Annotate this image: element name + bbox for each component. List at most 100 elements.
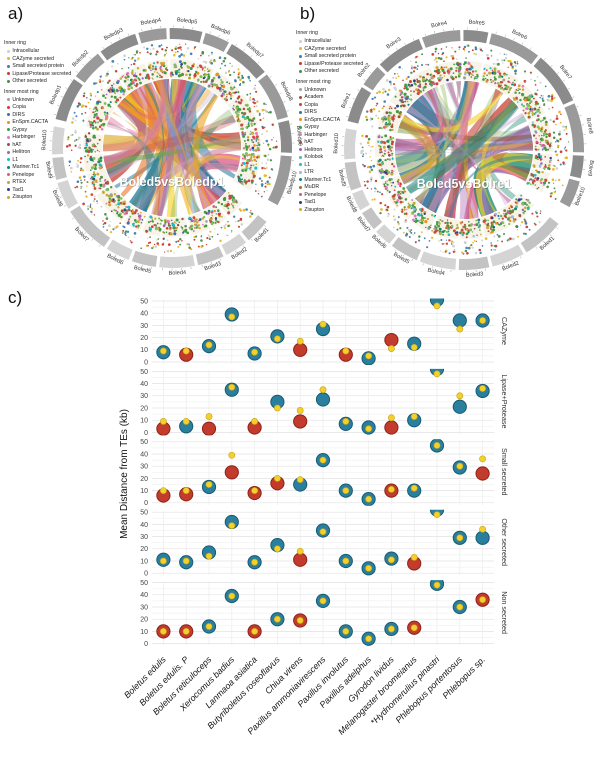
legend-color-swatch-icon (299, 208, 303, 212)
highlight-mean-point (182, 627, 190, 635)
legend-item-label: MuDR (304, 184, 320, 190)
panel-b-innermost-title: Inner most ring (296, 78, 331, 85)
y-tick-label: 30 (140, 393, 148, 400)
highlight-mean-point (251, 558, 258, 566)
legend-item-label: Mariner.Tc1 (12, 164, 40, 170)
y-tick-label: 40 (140, 592, 148, 599)
legend-item: Tad1 (7, 187, 90, 194)
legend-item: Other secreted (7, 78, 90, 85)
legend-item-label: Gypsy (304, 124, 320, 130)
chromosome-segment (421, 30, 461, 48)
legend-color-swatch-icon (299, 193, 303, 197)
innermost-te-ring (374, 60, 553, 239)
legend-color-swatch-icon (299, 62, 303, 66)
panel-b-inner-ring-legend: Intracellular CAZyme secreted Small secret… (296, 38, 382, 75)
legend-item: Small secreted protein (299, 53, 382, 60)
panel-b-inner-ring-title: Inner ring (296, 30, 318, 36)
legend-color-swatch-icon (7, 128, 11, 132)
legend-color-swatch-icon (299, 103, 303, 107)
y-axis-title: Mean Distance from TEs (kb) (119, 409, 130, 539)
chromosome-segment-label: Boled10 (333, 133, 340, 154)
genome-mean-point (293, 342, 308, 357)
legend-item: DIRS (299, 109, 382, 116)
highlight-mean-point (387, 556, 395, 564)
legend-item-label: Mariner.Tc1 (304, 176, 332, 183)
panel-a-legend: Inner ring Intracellular CAZyme secreted S… (4, 40, 90, 205)
highlight-mean-point (456, 534, 464, 542)
highlight-mean-point (319, 456, 327, 464)
legend-item: Penelope (7, 172, 90, 179)
chromosome-segment-label: Boledp4 (140, 18, 161, 27)
legend-color-swatch-icon (299, 170, 303, 174)
highlight-mean-point (365, 635, 372, 643)
legend-color-swatch-icon (299, 54, 303, 58)
legend-item: Tad1 (299, 199, 382, 206)
chromosome-segment (490, 244, 524, 267)
legend-item-label: Small secreted protein (12, 63, 65, 69)
highlight-mean-point (433, 442, 441, 449)
legend-item-label: Penelope (304, 191, 327, 198)
facet-points (156, 580, 490, 646)
chromosome-segment-label: Bolre1 (341, 92, 353, 109)
legend-color-swatch-icon (299, 118, 303, 122)
y-tick-label: 0 (144, 571, 148, 578)
highlight-mean-point (479, 596, 486, 604)
legend-color-swatch-icon (299, 155, 303, 159)
legend-item-label: Harbinger (12, 134, 36, 140)
legend-color-swatch-icon (7, 98, 11, 102)
legend-color-swatch-icon (7, 195, 11, 199)
chromosome-segment (278, 120, 292, 153)
highlight-mean-point (273, 335, 281, 343)
comparison-center-label: Boled5vsBolre1 (417, 177, 512, 191)
genome-mean-point (475, 530, 490, 545)
panel-b-legend: Inner ring Intracellular CAZyme secreted S… (296, 30, 382, 217)
panel-a-inner-ring-legend: Intracellular CAZyme secreted Small secret… (4, 48, 90, 85)
legend-item: EnSpm.CACTA (7, 119, 90, 126)
chromosome-segment (169, 27, 203, 43)
chromosome-segment (343, 128, 357, 160)
legend-item-label: Unknown (304, 86, 327, 93)
legend-item-label: DIRS (304, 109, 317, 115)
legend-item-label: L1 (304, 161, 311, 168)
legend-item-label: Copia (304, 101, 318, 108)
legend-color-swatch-icon (7, 180, 11, 184)
y-tick-label: 10 (140, 347, 148, 354)
genome-mean-point (201, 421, 217, 436)
chromosome-segment-label: Bolre5 (468, 19, 485, 27)
genome-mean-point (293, 552, 308, 567)
legend-item: Gypsy (7, 127, 90, 134)
chromosome-segment (52, 126, 65, 155)
legend-color-swatch-icon (299, 140, 303, 144)
legend-item-label: Copia (12, 104, 26, 110)
chromosome-segment (106, 239, 133, 260)
facet-cazyme: 50 40 30 20 10 0 CAZyme (140, 298, 509, 366)
chromosome-segment-label: Boledp9 (295, 125, 303, 146)
legend-item: Helitron (299, 147, 382, 154)
chromosome-segment (361, 207, 383, 230)
legend-item: Zisupton (299, 207, 382, 214)
highlight-mean-point (387, 414, 395, 422)
genome-mean-point (384, 332, 399, 348)
legend-color-swatch-icon (299, 110, 303, 114)
highlight-mean-point (296, 337, 304, 345)
legend-color-swatch-icon (7, 143, 11, 147)
chromosome-segment (70, 205, 111, 247)
legend-item-label: Gypsy (12, 126, 28, 133)
highlight-mean-point (387, 345, 395, 352)
legend-item-label: Intracellular (304, 38, 332, 44)
legend-item: Other secreted (299, 68, 382, 75)
highlight-mean-point (342, 557, 350, 565)
highlight-mean-point (319, 597, 327, 605)
y-tick-label: 30 (140, 464, 148, 471)
facet-strip-label: Small secreted (500, 448, 509, 496)
legend-item: Mariner.Tc1 (7, 164, 90, 171)
highlight-mean-point (205, 552, 213, 560)
legend-color-swatch-icon (299, 133, 303, 137)
facet-lipase-protease: 50 40 30 20 10 0 Lipase+Protease (140, 369, 509, 437)
facet-strip-label: CAZyme (500, 317, 509, 345)
center-label-shadow: Boled5vsBolre1 (417, 178, 512, 192)
chromosome-segment (159, 254, 195, 268)
chromosome-segment-label: Bolre8 (585, 117, 594, 134)
